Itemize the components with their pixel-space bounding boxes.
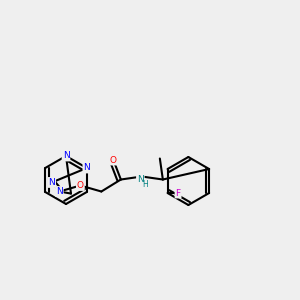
Text: N: N xyxy=(63,152,69,160)
Text: N: N xyxy=(83,164,90,172)
Text: F: F xyxy=(176,188,181,197)
Text: N: N xyxy=(56,187,63,196)
Text: N: N xyxy=(137,175,144,184)
Text: O: O xyxy=(110,155,117,164)
Text: O: O xyxy=(77,181,84,190)
Text: N: N xyxy=(48,178,55,187)
Text: H: H xyxy=(142,179,148,188)
